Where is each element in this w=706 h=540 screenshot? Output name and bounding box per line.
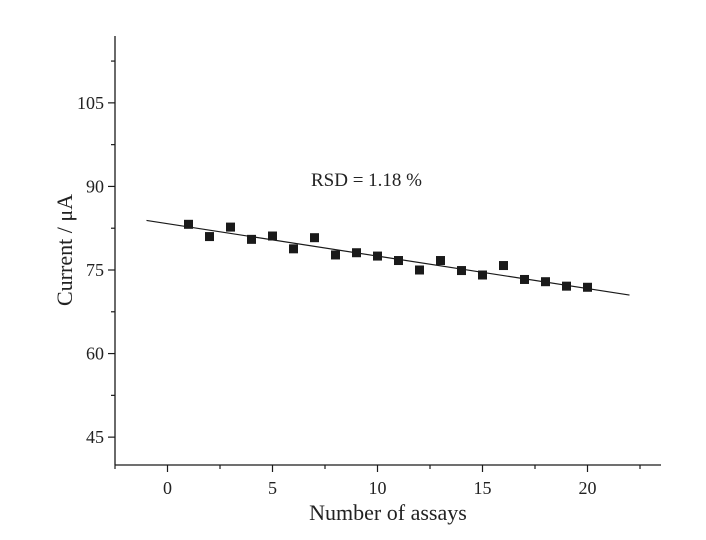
y-axis-title: Current / μA [52, 194, 77, 306]
fit-line [146, 219, 630, 296]
x-tick-label: 15 [474, 478, 492, 498]
y-ticks: 45 60 75 90 105 [77, 60, 115, 447]
data-point [457, 266, 466, 276]
data-point [520, 274, 529, 284]
data-point [205, 232, 214, 242]
plot-area: 0 5 10 15 20 45 60 75 90 105 [77, 36, 661, 498]
y-tick-label: 105 [77, 93, 104, 113]
data-point [436, 256, 445, 266]
y-tick-label: 75 [86, 260, 104, 280]
data-point [394, 256, 403, 266]
data-point [415, 265, 424, 275]
data-point [541, 277, 550, 287]
data-point [499, 261, 508, 271]
y-tick-label: 90 [86, 176, 104, 196]
data-point [184, 219, 193, 229]
data-point [310, 233, 319, 243]
data-point [226, 222, 235, 232]
x-axis-title: Number of assays [309, 500, 467, 525]
data-point [478, 270, 487, 280]
x-tick-label: 0 [163, 478, 172, 498]
x-ticks: 0 5 10 15 20 [114, 465, 641, 498]
data-point [562, 281, 571, 291]
data-point [289, 244, 298, 254]
data-point [352, 248, 361, 258]
annotation-rsd: RSD = 1.18 % [311, 170, 422, 191]
data-points [184, 219, 592, 292]
data-point [331, 250, 340, 260]
data-point [583, 282, 592, 292]
x-tick-label: 10 [369, 478, 387, 498]
x-tick-label: 5 [268, 478, 277, 498]
y-tick-label: 60 [86, 344, 104, 364]
x-tick-label: 20 [579, 478, 597, 498]
data-point [373, 251, 382, 261]
y-tick-label: 45 [86, 427, 104, 447]
data-point [268, 231, 277, 241]
data-point [247, 234, 256, 244]
